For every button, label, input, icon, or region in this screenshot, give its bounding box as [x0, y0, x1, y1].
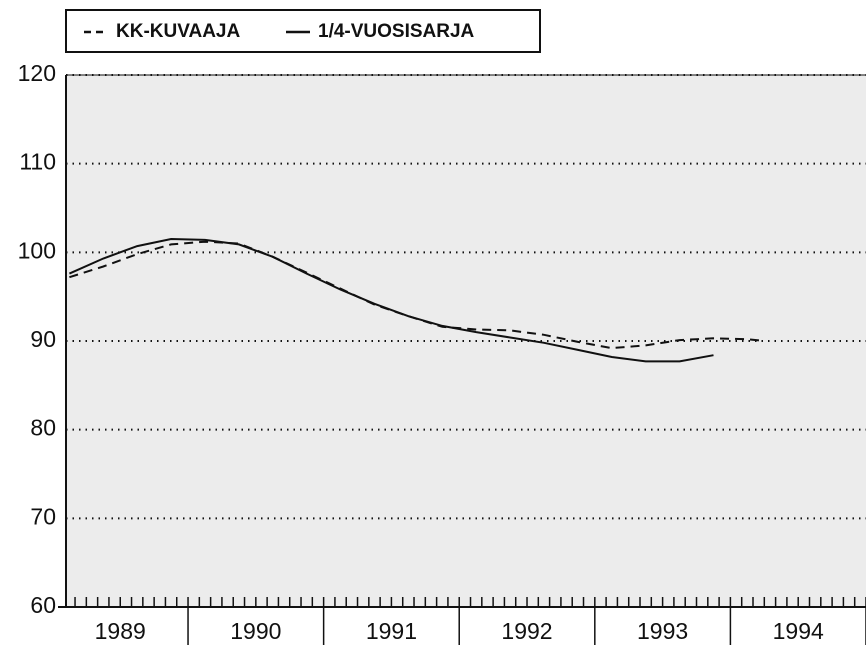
- y-tick-label: 60: [30, 592, 56, 618]
- x-tick-label: 1994: [773, 618, 824, 644]
- y-tick-label: 90: [30, 326, 56, 352]
- x-tick-label: 1993: [637, 618, 688, 644]
- y-tick-label: 100: [18, 237, 56, 263]
- x-tick-label: 1992: [501, 618, 552, 644]
- legend-label: KK-KUVAAJA: [116, 21, 240, 42]
- x-tick-label: 1989: [95, 618, 146, 644]
- y-tick-label: 110: [19, 149, 56, 175]
- y-tick-label: 120: [18, 60, 56, 86]
- y-tick-label: 80: [30, 415, 56, 441]
- y-tick-label: 70: [30, 503, 56, 529]
- plot-background: [66, 75, 866, 607]
- x-tick-label: 1990: [230, 618, 281, 644]
- x-tick-label: 1991: [366, 618, 417, 644]
- legend-label: 1/4-VUOSISARJA: [318, 21, 475, 42]
- series-line: [68, 237, 714, 363]
